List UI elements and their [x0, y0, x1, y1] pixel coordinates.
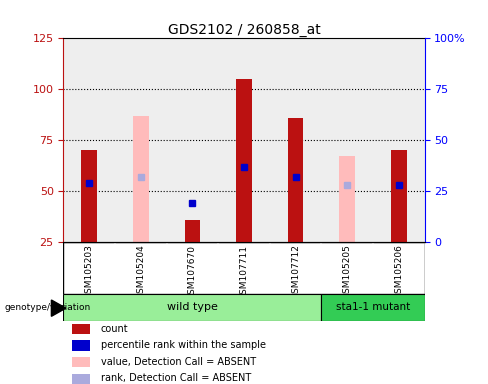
Text: rank, Detection Call = ABSENT: rank, Detection Call = ABSENT: [101, 374, 251, 384]
Text: wild type: wild type: [167, 302, 218, 312]
Bar: [340, 156, 355, 242]
Text: GSM107712: GSM107712: [291, 245, 300, 300]
Bar: [236, 79, 252, 242]
Bar: [322, 294, 425, 321]
Title: GDS2102 / 260858_at: GDS2102 / 260858_at: [167, 23, 321, 37]
Bar: [63, 294, 322, 321]
Bar: [72, 340, 90, 351]
Bar: [72, 357, 90, 367]
Bar: [288, 118, 304, 242]
Text: genotype/variation: genotype/variation: [5, 303, 91, 313]
Text: GSM105205: GSM105205: [343, 245, 352, 300]
Bar: [184, 220, 200, 242]
Polygon shape: [51, 300, 66, 316]
Text: percentile rank within the sample: percentile rank within the sample: [101, 340, 266, 350]
Bar: [81, 151, 97, 242]
Text: GSM105204: GSM105204: [136, 245, 145, 299]
Bar: [391, 151, 407, 242]
Bar: [133, 116, 148, 242]
Text: GSM105206: GSM105206: [394, 245, 403, 300]
Text: sta1-1 mutant: sta1-1 mutant: [336, 302, 410, 312]
Text: GSM107670: GSM107670: [188, 245, 197, 300]
Text: value, Detection Call = ABSENT: value, Detection Call = ABSENT: [101, 357, 256, 367]
Text: GSM105203: GSM105203: [85, 245, 94, 300]
Text: count: count: [101, 324, 128, 334]
Bar: [72, 374, 90, 384]
Text: GSM107711: GSM107711: [240, 245, 248, 300]
Bar: [72, 324, 90, 334]
